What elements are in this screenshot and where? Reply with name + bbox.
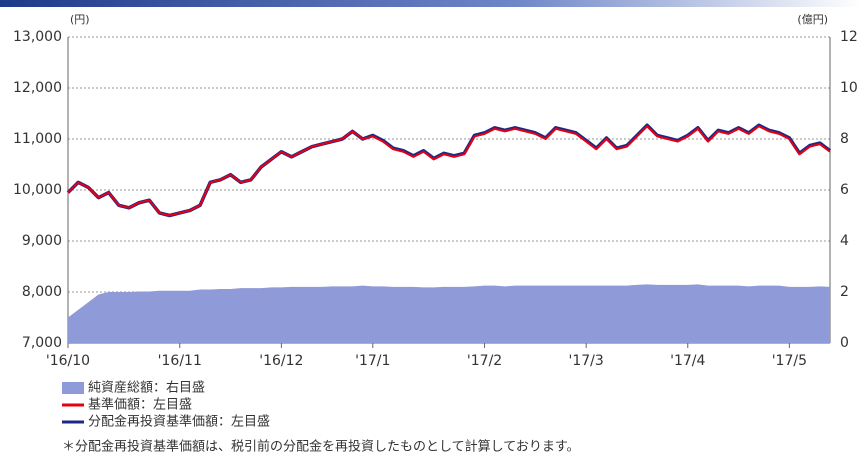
- legend-swatch: [62, 382, 84, 394]
- x-tick-label: '16/12: [259, 353, 303, 369]
- x-tick-label: '16/10: [46, 353, 90, 369]
- x-tick-label: '16/11: [158, 353, 202, 369]
- x-tick-label: '17/3: [569, 353, 604, 369]
- y2-tick-label: 4: [840, 233, 849, 249]
- line: [67, 125, 831, 217]
- y-tick-label: 8,000: [22, 284, 62, 300]
- area: [68, 284, 830, 343]
- y-tick-label: 9,000: [22, 233, 62, 249]
- y2-unit: (億円): [797, 13, 828, 26]
- legend-label: 純資産総額：右目盛: [88, 380, 205, 396]
- y-tick-label: 11,000: [13, 131, 62, 147]
- note: ＊分配金再投資基準価額は、税引前の分配金を再投資したものとして計算しております。: [62, 439, 580, 455]
- y-tick-label: 13,000: [13, 29, 62, 45]
- y2-tick-label: 2: [840, 284, 849, 300]
- x-tick-label: '17/5: [772, 353, 807, 369]
- x-tick-label: '17/1: [355, 353, 390, 369]
- y-tick-label: 7,000: [22, 335, 62, 351]
- legend-label: 分配金再投資基準価額：左目盛: [88, 414, 270, 430]
- x-tick-label: '17/2: [467, 353, 502, 369]
- y2-tick-label: 8: [840, 131, 849, 147]
- legend-label: 基準価額：左目盛: [88, 397, 192, 413]
- x-tick-label: '17/4: [670, 353, 705, 369]
- y-tick-label: 10,000: [13, 182, 62, 198]
- y2-tick-label: 12: [840, 29, 858, 45]
- y2-tick-label: 10: [840, 80, 858, 96]
- top-band: [0, 0, 861, 7]
- y2-tick-label: 6: [840, 182, 849, 198]
- y2-tick-label: 0: [840, 335, 849, 351]
- y-unit: (円): [70, 13, 90, 26]
- y-tick-label: 12,000: [13, 80, 62, 96]
